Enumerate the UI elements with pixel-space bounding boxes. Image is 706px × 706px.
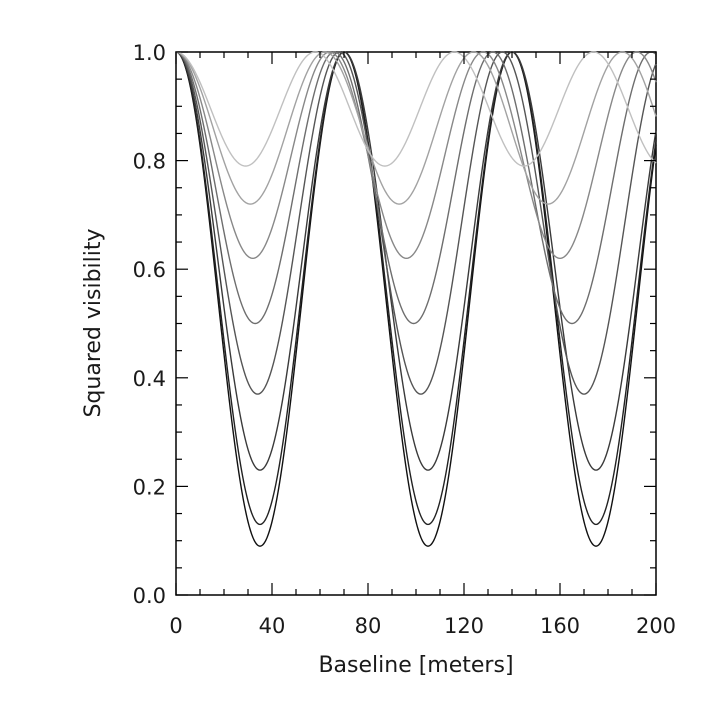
x-tick-label: 80 xyxy=(355,614,382,638)
series-line-1 xyxy=(175,51,657,547)
series-line-2 xyxy=(175,51,657,526)
y-tick-label: 0.2 xyxy=(133,475,166,499)
y-tick-label: 0.8 xyxy=(133,150,166,174)
x-axis-title: Baseline [meters] xyxy=(318,653,513,678)
y-tick-label: 1.0 xyxy=(133,41,166,65)
series-group xyxy=(175,51,657,547)
x-tick-label: 40 xyxy=(259,614,286,638)
series-line-6 xyxy=(175,51,657,260)
x-tick-label: 200 xyxy=(636,614,676,638)
series-line-8 xyxy=(175,51,657,167)
y-tick-label: 0.4 xyxy=(133,367,166,391)
series-line-3 xyxy=(175,51,657,471)
x-tick-label: 0 xyxy=(169,614,182,638)
y-tick-label: 0.0 xyxy=(133,584,166,608)
x-tick-label: 160 xyxy=(540,614,580,638)
tick-group xyxy=(175,51,657,596)
series-line-4 xyxy=(175,51,657,395)
x-tick-label: 120 xyxy=(444,614,484,638)
series-line-7 xyxy=(175,51,657,205)
y-axis-title: Squared visibility xyxy=(81,228,106,417)
series-line-5 xyxy=(175,51,657,325)
tick-label-group: 0 40 80 120 160 200 0.0 0.2 0.4 0.6 0.8 1.0 xyxy=(133,41,676,638)
y-tick-label: 0.6 xyxy=(133,258,166,282)
